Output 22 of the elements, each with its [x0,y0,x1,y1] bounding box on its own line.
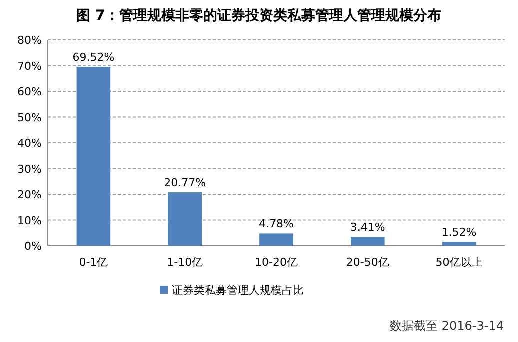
value-label: 69.52% [72,50,115,64]
value-label: 1.52% [442,226,477,240]
xtick: 1-10亿 [167,256,204,269]
legend: 证券类私募管理人规模占比 [172,284,304,297]
ytick: 20% [18,188,42,202]
ytick: 60% [18,86,42,98]
ytick: 0% [24,240,42,253]
value-label: 4.78% [259,218,294,231]
ytick: 30% [18,162,42,176]
xtick: 0-1亿 [79,256,108,269]
title: 图 7：管理规模非零的证券投资类私募管理人管理规模分布 [76,8,442,24]
value-label: 3.41% [350,221,386,234]
xtick: 10-20亿 [255,256,298,269]
value-label: 20.77% [164,176,206,190]
ytick: 10% [18,214,42,228]
ytick: 80% [18,34,42,47]
ytick: 40% [18,137,42,150]
xtick: 20-50亿 [346,256,390,269]
annotation: 数据截至 2016-3-14 [390,319,504,333]
ytick: 50% [18,111,42,124]
xtick: 50亿以上 [436,256,483,269]
ytick: 70% [18,60,42,73]
